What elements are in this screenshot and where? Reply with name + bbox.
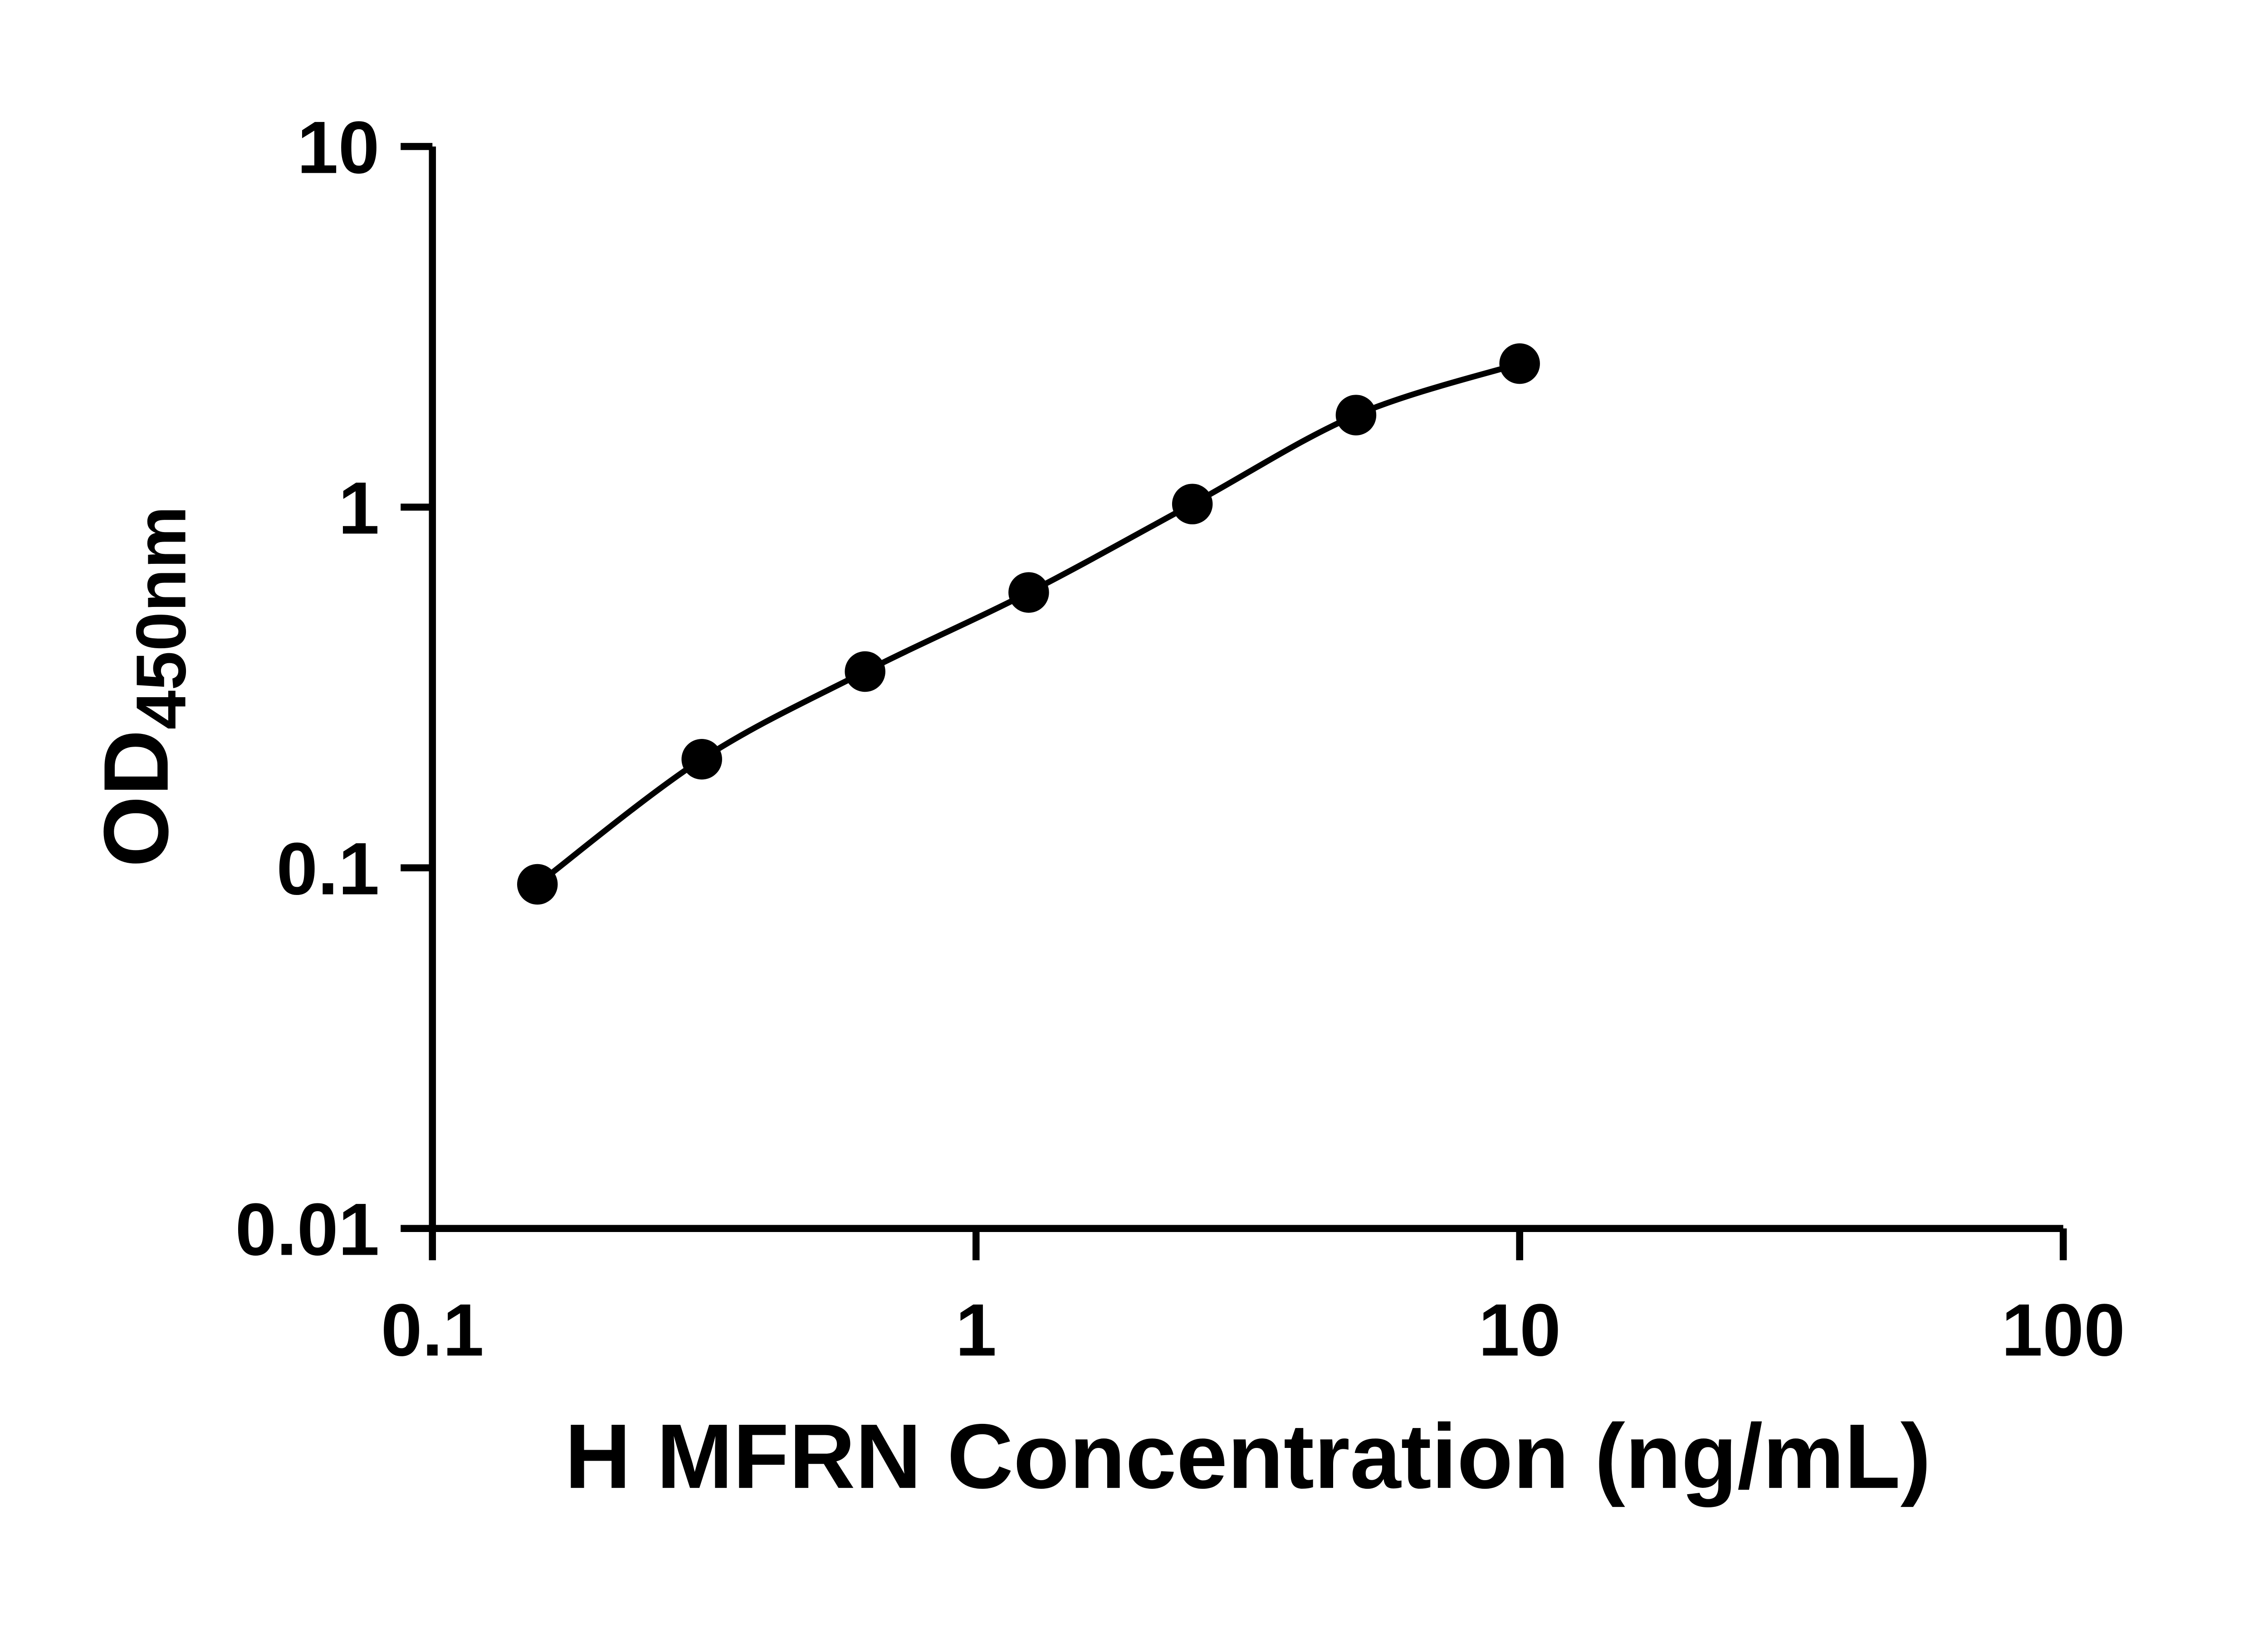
figure-page: 0.1 1 10 100 0.01 0.1 1 10 H MFRN Concentration… — [84, 106, 2125, 1508]
x-tick-label: 100 — [2001, 1288, 2125, 1371]
data-point — [1008, 572, 1049, 613]
y-axis-title-main: OD — [85, 729, 187, 867]
x-tick-label: 1 — [955, 1288, 997, 1371]
data-point — [1335, 395, 1377, 435]
data-point — [1172, 484, 1213, 524]
x-axis-title: H MFRN Concentration (ng/mL) — [565, 1405, 1931, 1507]
y-tick-label: 10 — [297, 106, 380, 189]
data-point — [681, 739, 722, 780]
data-point — [1499, 343, 1540, 384]
y-tick-label: 1 — [338, 466, 380, 549]
tick-marks — [401, 143, 2067, 1261]
data-series — [517, 343, 1540, 905]
y-axis-title-sub: 450nm — [122, 506, 200, 729]
y-axis-title: OD450nm — [85, 506, 200, 867]
fit-curve — [535, 361, 1521, 887]
x-tick-label: 0.1 — [381, 1288, 484, 1371]
y-tick-label: 0.01 — [235, 1188, 380, 1271]
x-tick-label: 10 — [1478, 1288, 1561, 1371]
axes — [429, 146, 2063, 1232]
data-point — [845, 651, 885, 692]
axis-lines — [429, 146, 2063, 1232]
y-tick-label: 0.1 — [276, 827, 379, 910]
data-point — [517, 864, 558, 905]
